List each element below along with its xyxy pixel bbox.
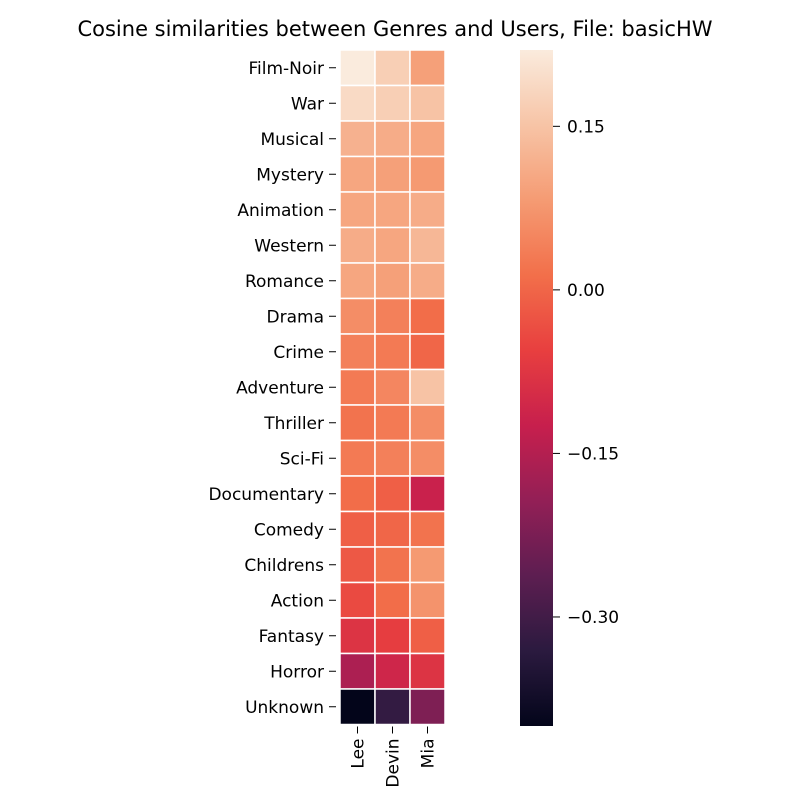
heatmap-cell xyxy=(339,404,376,442)
heatmap-cell xyxy=(339,191,376,229)
heatmap-cell xyxy=(409,297,446,335)
colorbar: 0.15 0.00 −0.15 −0.30 xyxy=(520,50,619,726)
heatmap-cell xyxy=(339,262,376,300)
heatmap-cell xyxy=(409,581,446,619)
colorbar-tick-label: 0.15 xyxy=(567,117,605,137)
heatmap-cell xyxy=(409,84,446,122)
heatmap-cell xyxy=(374,297,411,335)
row-label: Western xyxy=(254,236,324,256)
row-label: Sci-Fi xyxy=(280,449,324,469)
colorbar-tick-label: −0.15 xyxy=(567,444,619,464)
heatmap-cell xyxy=(374,652,411,690)
heatmap-cell xyxy=(374,439,411,477)
heatmap-cell xyxy=(374,546,411,584)
heatmap-cells xyxy=(339,49,446,726)
heatmap-cell xyxy=(339,49,376,87)
row-label: Animation xyxy=(237,201,324,221)
heatmap-cell xyxy=(374,226,411,264)
row-label: Drama xyxy=(267,307,324,327)
heatmap-cell xyxy=(339,652,376,690)
heatmap-cell xyxy=(374,333,411,371)
heatmap-cell xyxy=(409,546,446,584)
heatmap-cell xyxy=(374,404,411,442)
heatmap-cell xyxy=(374,581,411,619)
heatmap-cell xyxy=(339,546,376,584)
heatmap-cell xyxy=(374,191,411,229)
heatmap-cell xyxy=(409,510,446,548)
row-label: Musical xyxy=(260,130,324,150)
heatmap-cell xyxy=(339,510,376,548)
heatmap-cell xyxy=(339,475,376,513)
row-label: Comedy xyxy=(254,520,324,540)
heatmap-cell xyxy=(374,49,411,87)
heatmap-cell xyxy=(374,475,411,513)
heatmap-cell xyxy=(339,581,376,619)
row-label: War xyxy=(291,94,324,114)
heatmap-cell xyxy=(339,226,376,264)
row-label: Crime xyxy=(273,343,324,363)
heatmap-cell xyxy=(409,475,446,513)
column-label: Devin xyxy=(384,739,404,788)
heatmap-cell xyxy=(409,688,446,726)
row-label: Childrens xyxy=(244,556,324,576)
heatmap-cell xyxy=(409,191,446,229)
chart-title: Cosine similarities between Genres and U… xyxy=(77,17,712,41)
heatmap-cell xyxy=(374,510,411,548)
heatmap-cell xyxy=(374,262,411,300)
column-labels: Lee Devin Mia xyxy=(349,726,439,788)
heatmap-cell xyxy=(339,120,376,158)
colorbar-tick-label: 0.00 xyxy=(567,281,605,301)
row-label: Adventure xyxy=(236,378,324,398)
colorbar-gradient xyxy=(520,50,553,726)
row-label: Romance xyxy=(245,272,324,292)
heatmap-cell xyxy=(409,404,446,442)
heatmap-cell xyxy=(409,226,446,264)
heatmap-cell xyxy=(339,368,376,406)
row-label: Mystery xyxy=(256,165,324,185)
heatmap-cell xyxy=(409,333,446,371)
heatmap-cell xyxy=(374,120,411,158)
column-label: Lee xyxy=(349,739,369,769)
heatmap-cell xyxy=(409,262,446,300)
heatmap-cell xyxy=(409,368,446,406)
heatmap-cell xyxy=(339,333,376,371)
heatmap-cell xyxy=(409,120,446,158)
heatmap-cell xyxy=(339,439,376,477)
row-label: Documentary xyxy=(208,485,324,505)
heatmap-cell xyxy=(409,439,446,477)
heatmap-cell xyxy=(339,84,376,122)
heatmap-cell xyxy=(409,617,446,655)
row-label: Film-Noir xyxy=(248,59,324,79)
column-label: Mia xyxy=(419,739,439,769)
row-labels: Film-Noir War Musical Mystery Animation Weste… xyxy=(208,59,336,718)
heatmap-cell xyxy=(339,297,376,335)
heatmap-cell xyxy=(409,652,446,690)
heatmap-cell xyxy=(374,155,411,193)
row-label: Thriller xyxy=(263,414,324,434)
heatmap-cell xyxy=(339,688,376,726)
heatmap-cell xyxy=(374,368,411,406)
heatmap-cell xyxy=(374,688,411,726)
heatmap-cell xyxy=(409,49,446,87)
colorbar-tick-label: −0.30 xyxy=(567,608,619,628)
heatmap-cell xyxy=(374,617,411,655)
heatmap-cell xyxy=(409,155,446,193)
heatmap-cell xyxy=(339,155,376,193)
row-label: Action xyxy=(271,591,324,611)
heatmap-cell xyxy=(339,617,376,655)
row-label: Fantasy xyxy=(259,627,324,647)
heatmap-cell xyxy=(374,84,411,122)
row-label: Horror xyxy=(270,662,324,682)
row-label: Unknown xyxy=(245,698,324,718)
